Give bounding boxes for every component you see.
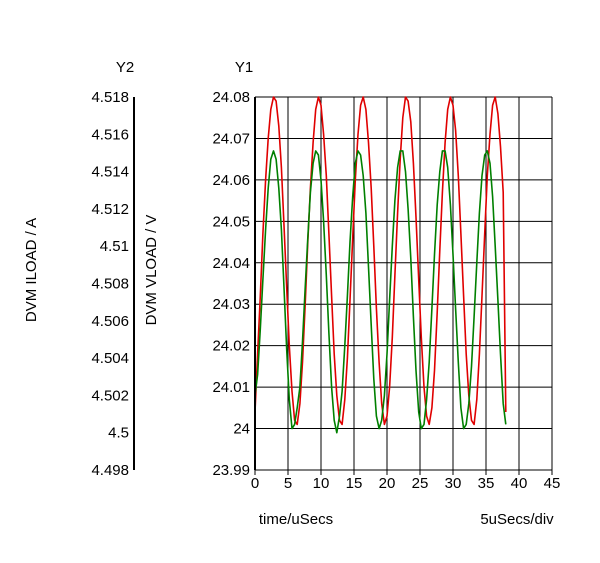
y2-tick-label: 4.504 xyxy=(91,350,129,367)
x-axis-label: time/uSecs xyxy=(259,511,333,528)
y2-axis-label: DVM ILOAD / A xyxy=(23,218,40,322)
y2-tick-label: 4.506 xyxy=(91,313,129,330)
y1-tick-label: 24.08 xyxy=(212,89,250,106)
y1-tick-label: 24.06 xyxy=(212,172,250,189)
x-tick-label: 15 xyxy=(346,475,363,492)
y1-tick-label: 24.05 xyxy=(212,213,250,230)
y2-tick-label: 4.516 xyxy=(91,126,129,143)
x-scale-note: 5uSecs/div xyxy=(480,511,554,528)
x-tick-label: 10 xyxy=(313,475,330,492)
y2-tick-label: 4.512 xyxy=(91,201,129,218)
y2-tick-label: 4.51 xyxy=(100,238,129,255)
y1-tick-label: 24.03 xyxy=(212,296,250,313)
x-tick-label: 25 xyxy=(412,475,429,492)
x-tick-label: 40 xyxy=(511,475,528,492)
x-tick-label: 0 xyxy=(251,475,259,492)
tick-labels: 24.08 24.07 24.06 24.05 24.04 24.03 24.02 24.01… xyxy=(91,89,560,492)
y1-tick-label: 24 xyxy=(233,421,250,438)
x-tick-label: 35 xyxy=(478,475,495,492)
y2-title: Y2 xyxy=(116,59,134,76)
y1-tick-label: 23.99 xyxy=(212,462,250,479)
y2-tick-label: 4.502 xyxy=(91,387,129,404)
y2-tick-label: 4.508 xyxy=(91,276,129,293)
y1-tick-label: 24.02 xyxy=(212,338,250,355)
y1-tick-label: 24.01 xyxy=(212,379,250,396)
x-tick-label: 30 xyxy=(445,475,462,492)
x-tick-label: 5 xyxy=(284,475,292,492)
y2-tick-label: 4.498 xyxy=(91,462,129,479)
y1-tick-label: 24.07 xyxy=(212,130,250,147)
series-line-1 xyxy=(254,96,507,426)
y2-tick-label: 4.514 xyxy=(91,164,129,181)
series-line-2 xyxy=(254,150,507,434)
series-layer xyxy=(254,96,507,434)
x-tick-label: 20 xyxy=(379,475,396,492)
x-tick-label: 45 xyxy=(544,475,561,492)
axes xyxy=(133,97,553,475)
y1-title: Y1 xyxy=(235,59,253,76)
y1-axis-label: DVM VLOAD / V xyxy=(143,215,160,326)
y2-tick-label: 4.518 xyxy=(91,89,129,106)
y2-tick-label: 4.5 xyxy=(108,425,129,442)
y1-tick-label: 24.04 xyxy=(212,255,250,272)
